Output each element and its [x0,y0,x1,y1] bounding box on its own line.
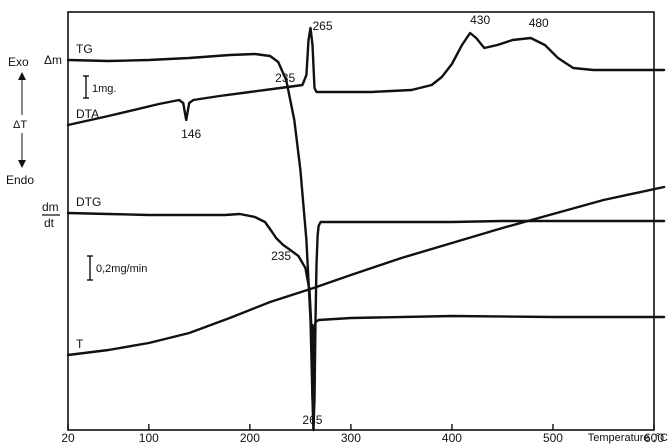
delta-t-label: ΔT [13,119,27,131]
x-tick-label-300: 300 [341,431,361,445]
t-spike-curve [311,314,666,432]
t-curve [66,185,666,357]
peak-annotation-235-5: 235 [271,249,291,263]
x-tick-label-100: 100 [139,431,159,445]
peak-annotation-146-2: 146 [181,127,201,141]
peak-annotation-430-3: 430 [470,13,490,27]
dtg-scale-label: 0,2mg/min [96,263,147,275]
dtg-series-label: DTG [76,195,101,209]
exo-arrow-head [18,72,26,80]
t-series-label: T [76,337,84,351]
side-labels: Exo Δm ΔT Endo dm dt [6,53,62,230]
tg-scale-label: 1mg. [92,83,116,95]
peak-annotation-265-0: 265 [313,19,333,33]
x-axis-ticks: 20 100 200 300 400 500 600 [61,424,664,445]
dmdt-denominator: dt [44,216,55,230]
endo-arrow-head [18,160,26,168]
exo-label: Exo [8,55,29,69]
endo-label: Endo [6,173,34,187]
peak-annotation-480-4: 480 [529,16,549,30]
curves: TG DTA DTG T [66,26,666,432]
dta-series-label: DTA [76,107,99,121]
dmdt-numerator: dm [42,200,59,214]
x-tick-label-600: 600 [644,431,664,445]
x-tick-label-500: 500 [543,431,563,445]
tg-curve [66,52,315,432]
x-tick-label-20: 20 [61,431,75,445]
tg-series-label: TG [76,42,93,56]
dta-curve [66,26,666,127]
dm-label: Δm [44,53,62,67]
scale-bars: 1mg. 0,2mg/min [83,75,147,281]
peak-annotation-265-6: 265 [302,413,322,427]
peak-annotation-235-1: 235 [275,71,295,85]
x-axis-label: Temperature ,°C [588,432,668,444]
x-tick-label-400: 400 [442,431,462,445]
annotations: 265 235 146 430 480 235 265 [181,13,549,427]
dtg-curve [66,211,666,427]
x-tick-label-200: 200 [240,431,260,445]
